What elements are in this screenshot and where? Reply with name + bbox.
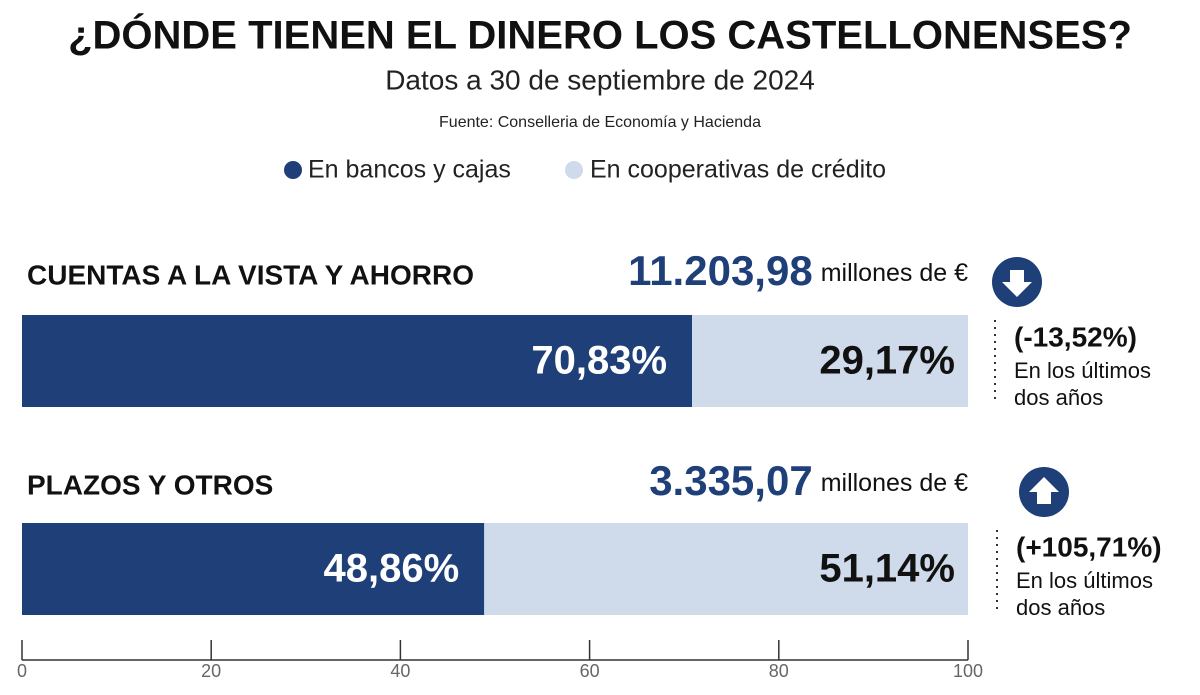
subtitle: Datos a 30 de septiembre de 2024 bbox=[385, 64, 815, 95]
bar-segment bbox=[22, 315, 693, 407]
value-label: 70,83% bbox=[531, 339, 667, 383]
change-arrow bbox=[1002, 270, 1032, 297]
change-note: En los últimos dos años bbox=[1016, 568, 1153, 620]
category-label: PLAZOS Y OTROS bbox=[27, 469, 273, 500]
source: Fuente: Conselleria de Economía y Hacien… bbox=[439, 114, 761, 131]
x-tick-label: 0 bbox=[17, 661, 27, 681]
legend-label: En cooperativas de crédito bbox=[590, 156, 886, 184]
x-tick-label: 60 bbox=[580, 661, 600, 681]
chart-title: ¿DÓNDE TIENEN EL DINERO LOS CASTELLONENS… bbox=[68, 12, 1132, 58]
value-label: 48,86% bbox=[324, 547, 460, 591]
bar-segment bbox=[692, 315, 968, 407]
category-label: CUENTAS A LA VISTA Y AHORRO bbox=[27, 259, 474, 290]
legend-swatch bbox=[284, 161, 302, 179]
x-tick-label: 100 bbox=[953, 661, 983, 681]
change-arrow bbox=[1029, 477, 1059, 504]
bar-segment bbox=[22, 523, 485, 615]
bar-segment bbox=[484, 523, 968, 615]
x-tick-label: 40 bbox=[390, 661, 410, 681]
total: 11.203,98 millones de € bbox=[628, 247, 968, 294]
change-value: (-13,52%) bbox=[1014, 321, 1137, 352]
total-value: 3.335,07 bbox=[649, 457, 813, 504]
x-tick-label: 20 bbox=[201, 661, 221, 681]
change-note: En los últimos dos años bbox=[1014, 358, 1151, 410]
legend-label: En bancos y cajas bbox=[308, 156, 511, 184]
change-value: (+105,71%) bbox=[1016, 531, 1162, 562]
value-label: 29,17% bbox=[819, 339, 955, 383]
total-unit: millones de € bbox=[821, 259, 968, 287]
total: 3.335,07 millones de € bbox=[649, 457, 968, 504]
value-label: 51,14% bbox=[819, 547, 955, 591]
total-unit: millones de € bbox=[821, 469, 968, 497]
total-value: 11.203,98 bbox=[628, 247, 813, 294]
x-tick-label: 80 bbox=[769, 661, 789, 681]
legend-swatch bbox=[565, 161, 583, 179]
